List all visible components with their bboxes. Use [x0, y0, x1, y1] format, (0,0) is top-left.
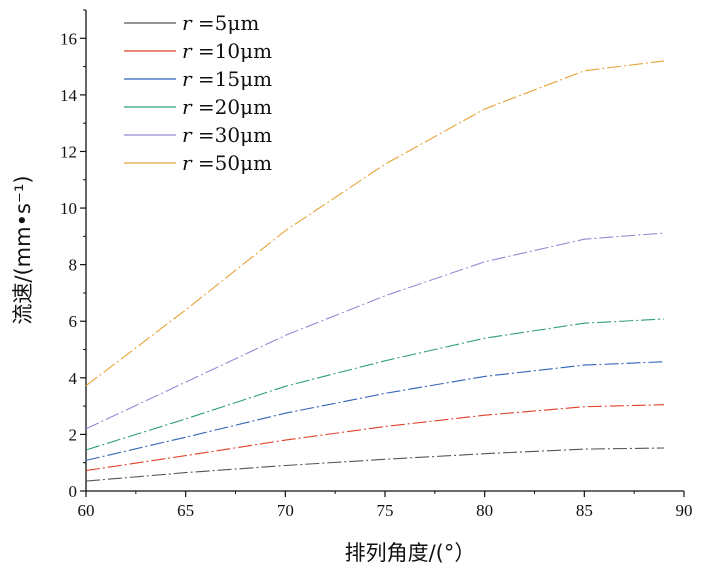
x-tick-label: 60 — [78, 501, 95, 520]
series-line-6 — [85, 60, 665, 387]
x-tick-label: 75 — [377, 501, 394, 520]
series-lines — [85, 60, 665, 482]
y-tick-label: 4 — [69, 369, 78, 388]
series-line-2 — [85, 404, 665, 472]
y-tick-label: 10 — [60, 199, 77, 218]
y-tick-label: 16 — [60, 29, 77, 48]
y-tick-label: 0 — [69, 482, 78, 501]
x-tick-label: 70 — [277, 501, 294, 520]
x-tick-label: 90 — [676, 501, 693, 520]
legend-label-5: r =30μm — [182, 123, 272, 147]
series-line-5 — [85, 232, 665, 430]
legend: r =5μm r =10μm r =15μm r =20μm r =30μm r =50μ… — [124, 11, 272, 175]
legend-label-1: r =5μm — [182, 11, 259, 35]
y-tick-label: 8 — [69, 256, 78, 275]
y-tick-label: 2 — [69, 425, 78, 444]
axes: 0 2 4 6 8 10 12 14 16 60 65 70 75 80 85 90 — [60, 9, 693, 520]
x-tick-label: 65 — [177, 501, 194, 520]
series-line-4 — [85, 318, 665, 451]
y-tick-label: 6 — [69, 312, 78, 331]
legend-label-6: r =50μm — [182, 151, 272, 175]
y-axis-title: 流速/(mm•s⁻¹) — [11, 175, 35, 324]
series-line-3 — [85, 361, 665, 461]
legend-label-4: r =20μm — [182, 95, 272, 119]
x-axis-title: 排列角度/(°） — [345, 541, 476, 565]
legend-label-3: r =15μm — [182, 67, 272, 91]
series-line-1 — [85, 447, 665, 482]
x-tick-label: 85 — [576, 501, 593, 520]
y-tick-label: 12 — [60, 142, 77, 161]
legend-label-2: r =10μm — [182, 39, 272, 63]
x-tick-label: 80 — [476, 501, 493, 520]
y-tick-label: 14 — [60, 86, 78, 105]
